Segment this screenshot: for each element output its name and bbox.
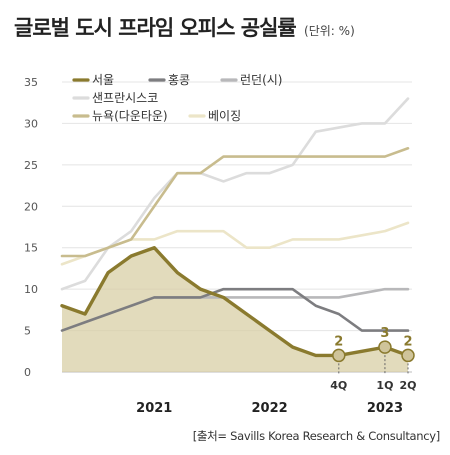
source-note: [출처= Savills Korea Research & Consultanc… (192, 429, 441, 443)
data-marker (332, 348, 346, 363)
y-tick-label: 10 (24, 283, 38, 296)
y-tick-label: 5 (24, 325, 31, 338)
legend-label: 베이징 (208, 109, 241, 123)
year-label: 2022 (252, 401, 288, 416)
series-line (60, 287, 410, 332)
data-marker (401, 348, 415, 363)
y-tick-label: 15 (24, 242, 38, 255)
x-tick-label: 1Q (376, 379, 393, 392)
x-tick-label: 2Q (399, 379, 416, 392)
series-area (62, 247, 408, 372)
y-tick-label: 20 (24, 200, 38, 213)
y-tick-label: 0 (24, 366, 31, 379)
legend-label: 홍콩 (168, 73, 190, 87)
unit-label: (단위: %) (304, 24, 355, 38)
legend-label: 샌프란시스코 (92, 91, 158, 105)
series-line (60, 246, 410, 358)
data-label: 2 (334, 334, 343, 349)
legend-label: 런던(시) (240, 73, 282, 87)
series-line (60, 146, 410, 258)
legend-label: 서울 (92, 73, 114, 87)
data-marker (378, 340, 392, 354)
series-line (60, 97, 410, 291)
y-tick-label: 30 (24, 117, 38, 130)
chart-title-text: 글로벌 도시 프라임 오피스 공실률 (14, 16, 297, 40)
year-label: 2021 (136, 401, 172, 416)
data-label: 3 (380, 326, 389, 341)
y-tick-label: 25 (24, 159, 38, 172)
y-tick-label: 35 (24, 76, 38, 89)
data-label: 2 (403, 334, 412, 349)
legend-label: 뉴욕(다운타운) (92, 109, 168, 123)
year-label: 2023 (367, 401, 403, 416)
x-tick-label: 4Q (330, 379, 347, 392)
chart-title: 글로벌 도시 프라임 오피스 공실률 (단위: %) (14, 12, 355, 42)
